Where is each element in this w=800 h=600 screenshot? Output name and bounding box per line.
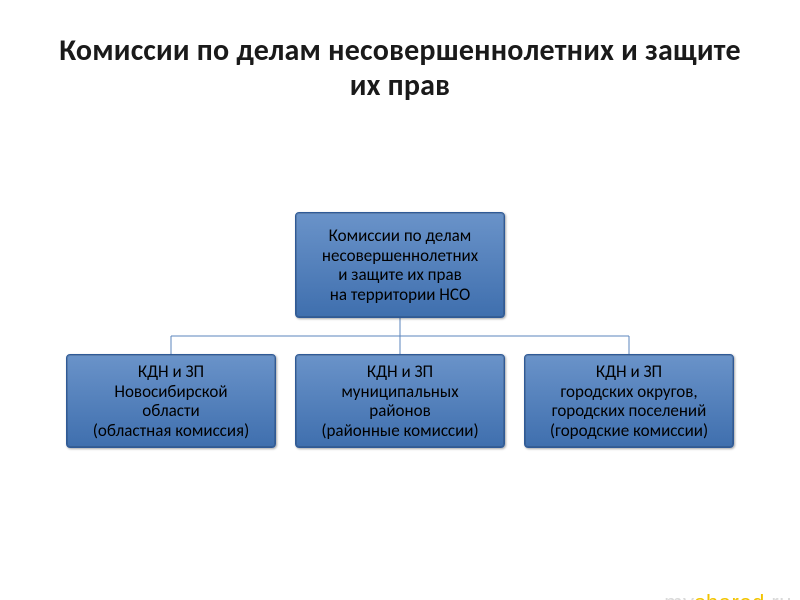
orgchart-node-c1: КДН и ЗП Новосибирской области (областна… — [66, 354, 276, 448]
orgchart: Комиссии по делам несовершеннолетних и з… — [0, 20, 800, 600]
orgchart-connector-path — [171, 318, 629, 354]
orgchart-node-c3: КДН и ЗП городских округов, городских по… — [524, 354, 734, 448]
orgchart-node-label: Комиссии по делам несовершеннолетних и з… — [322, 226, 478, 304]
orgchart-node-label: КДН и ЗП Новосибирской области (областна… — [93, 362, 250, 440]
orgchart-node-label: КДН и ЗП городских округов, городских по… — [550, 362, 708, 440]
orgchart-node-c2: КДН и ЗП муниципальных районов (районные… — [295, 354, 505, 448]
orgchart-node-label: КДН и ЗП муниципальных районов (районные… — [321, 362, 478, 440]
orgchart-node-root: Комиссии по делам несовершеннолетних и з… — [295, 212, 505, 318]
